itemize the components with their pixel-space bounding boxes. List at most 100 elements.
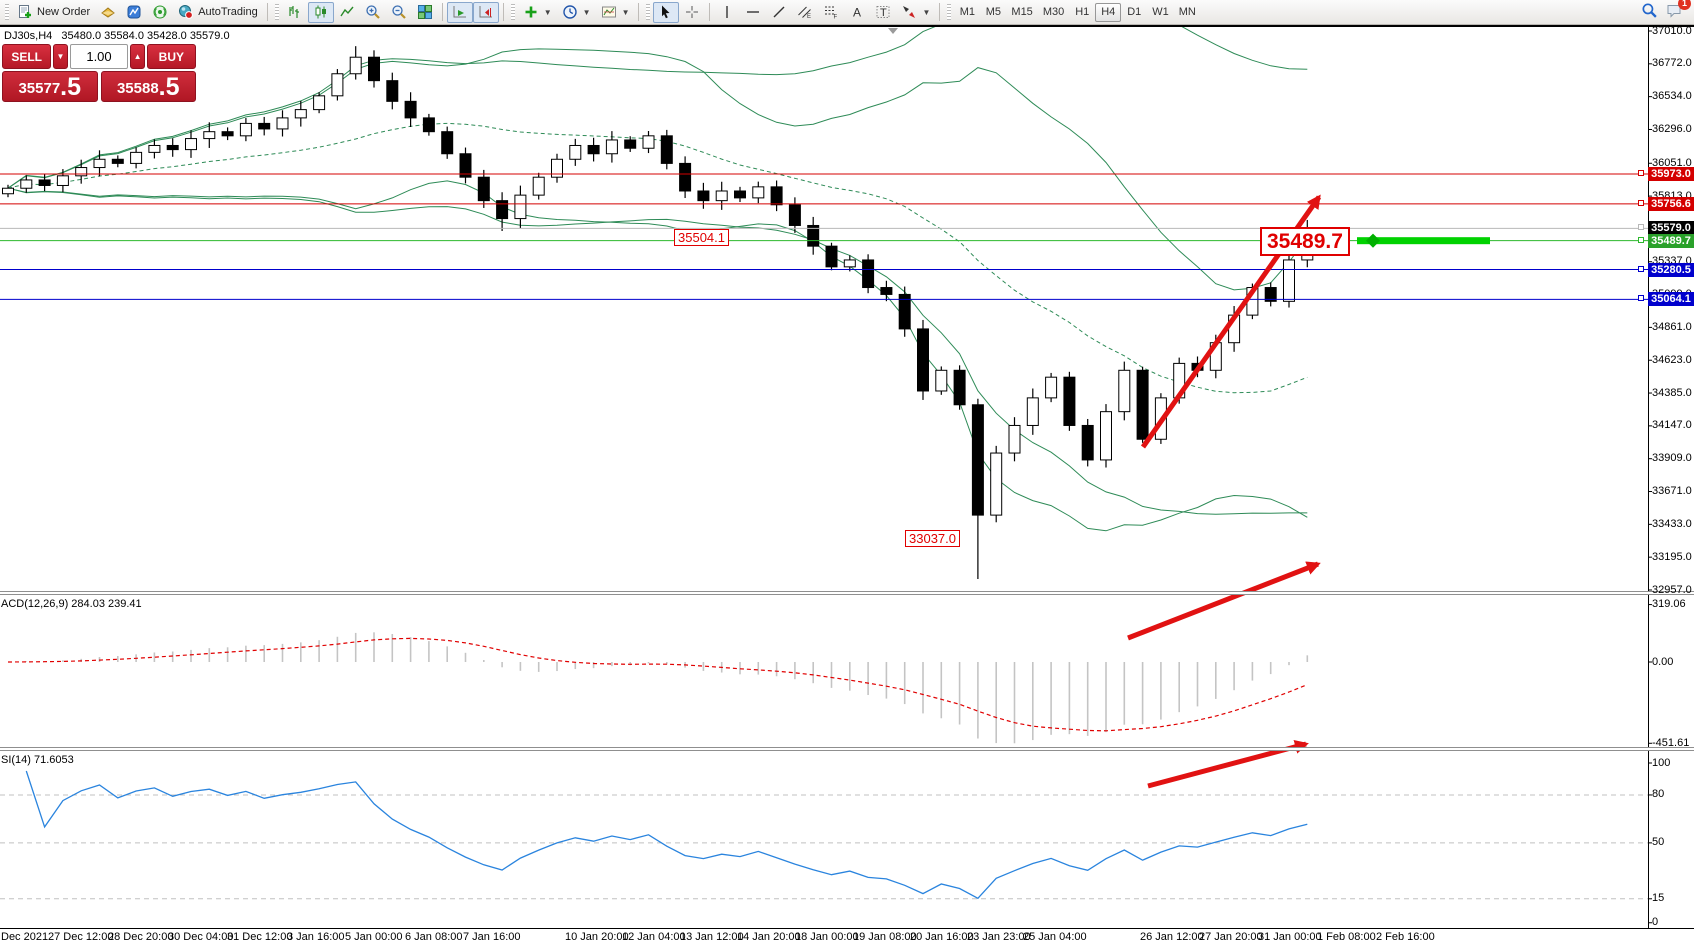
text-button[interactable]: A <box>844 2 870 23</box>
equidistant-channel-button[interactable]: E <box>792 2 818 23</box>
candle-body <box>130 151 143 164</box>
candle-body <box>898 293 911 330</box>
macd-panel-separator[interactable] <box>0 591 1694 595</box>
timeframe-button-mn[interactable]: MN <box>1178 5 1196 18</box>
candle-body <box>221 131 234 137</box>
buy-price[interactable]: 35588 .5 <box>100 71 196 102</box>
text-label-button[interactable]: T <box>870 2 896 23</box>
candle-body <box>825 245 838 268</box>
candles-layer <box>2 46 1314 579</box>
search-icon[interactable] <box>1641 2 1658 22</box>
candle-body <box>166 144 179 151</box>
candle-body <box>532 176 545 196</box>
signals-icon[interactable] <box>147 2 173 23</box>
candle-body <box>1008 424 1021 454</box>
candle-body <box>422 117 435 133</box>
one-click-trading-panel: SELL ▼ 1.00 ▲ BUY 35577 .5 35588 .5 <box>2 44 196 102</box>
candle-body <box>477 176 490 202</box>
y-axis-tick-label: 33195.0 <box>1652 550 1692 563</box>
time-axis-border <box>0 928 1694 929</box>
y-axis-tick-label: 34147.0 <box>1652 419 1692 432</box>
timeframe-button-m1[interactable]: M1 <box>959 5 976 18</box>
sell-price-int: 35577 <box>18 80 61 97</box>
toolbar-grip[interactable] <box>947 4 952 20</box>
volume-increase-button[interactable]: ▲ <box>130 44 145 69</box>
metaeditor-icon[interactable] <box>95 2 121 23</box>
zoom-in-button[interactable] <box>360 2 386 23</box>
y-axis-tick-label: 36772.0 <box>1652 57 1692 70</box>
bollinger-band-line <box>7 27 1308 189</box>
candle-body <box>111 158 124 164</box>
vertical-line-button[interactable] <box>714 2 740 23</box>
price-callout[interactable]: 35489.7 <box>1260 227 1350 256</box>
notification-badge: 1 <box>1678 0 1691 10</box>
chart-title: DJ30s,H4 35480.0 35584.0 35428.0 35579.0 <box>4 30 230 42</box>
trendline-button[interactable] <box>766 2 792 23</box>
notifications-icon[interactable]: 1 <box>1666 0 1691 22</box>
timeframe-button-m15[interactable]: M15 <box>1011 5 1033 18</box>
timeframe-button-m30[interactable]: M30 <box>1042 5 1065 18</box>
price-callout[interactable]: 33037.0 <box>905 530 960 547</box>
timeframe-button-d1[interactable]: D1 <box>1127 5 1142 18</box>
highlight-price-bar[interactable] <box>1357 237 1490 245</box>
autotrading-icon <box>179 5 194 19</box>
trend-arrow[interactable] <box>1127 561 1321 641</box>
mql5-community-icon[interactable] <box>121 2 147 23</box>
chart-shift-button[interactable] <box>472 1 499 23</box>
y-axis-tick-label: 33671.0 <box>1652 485 1692 498</box>
x-axis-label: 23 Jan 23:00 <box>967 931 1031 943</box>
chart-shift-marker[interactable] <box>888 28 898 34</box>
templates-button[interactable]: ▼ <box>596 2 635 23</box>
candle-body <box>331 73 344 97</box>
bollinger-band-line <box>7 48 1308 291</box>
sell-button[interactable]: SELL <box>2 44 52 69</box>
volume-decrease-button[interactable]: ▼ <box>53 44 68 69</box>
svg-text:F: F <box>834 15 838 21</box>
candle-body <box>715 190 728 202</box>
trend-arrow[interactable] <box>1147 740 1309 789</box>
timeframe-button-h1[interactable]: H1 <box>1075 5 1090 18</box>
toolbar-grip[interactable] <box>5 4 9 20</box>
indicators-button[interactable]: ▼ <box>518 2 557 23</box>
volume-input[interactable]: 1.00 <box>69 44 129 69</box>
toolbar-grip[interactable] <box>274 4 279 20</box>
horizontal-line-button[interactable] <box>740 2 766 23</box>
highlight-bar-handle[interactable] <box>1365 233 1381 248</box>
timeframe-button-m5[interactable]: M5 <box>985 5 1002 18</box>
timeframe-button-h4[interactable]: H4 <box>1095 2 1122 22</box>
x-axis-label: 31 Dec 12:00 <box>227 931 293 943</box>
buy-button[interactable]: BUY <box>146 44 196 69</box>
fibonacci-button[interactable]: F <box>818 2 844 23</box>
cursor-button[interactable] <box>653 1 680 23</box>
sell-price[interactable]: 35577 .5 <box>2 71 98 102</box>
bar-chart-button[interactable] <box>282 2 308 23</box>
toolbar-grip[interactable] <box>646 4 651 20</box>
line-chart-button[interactable] <box>334 2 360 23</box>
x-axis-label: 25 Jan 04:00 <box>1023 931 1087 943</box>
auto-scroll-button[interactable] <box>446 1 473 23</box>
arrows-shapes-button[interactable]: ▼ <box>896 2 935 23</box>
svg-text:A: A <box>853 6 861 20</box>
x-axis-label: 27 Jan 20:00 <box>1199 931 1263 943</box>
timeframe-button-w1[interactable]: W1 <box>1152 5 1169 18</box>
price-callout[interactable]: 35504.1 <box>674 229 729 246</box>
zoom-out-button[interactable] <box>386 2 412 23</box>
timeframe-toolbar: M1 M5 M15 M30 H1 H4 D1 W1 MN <box>954 2 1200 22</box>
price-badge: 35280.5 <box>1648 262 1694 277</box>
y-axis-tick-label: 33433.0 <box>1652 517 1692 530</box>
new-order-button[interactable]: New Order <box>12 2 95 23</box>
crosshair-button[interactable] <box>679 2 705 23</box>
candle-body <box>971 404 984 516</box>
chart-canvas[interactable] <box>0 25 1694 943</box>
toolbar-grip[interactable] <box>510 4 515 20</box>
macd-layer <box>7 632 1309 744</box>
macd-axis-label: 319.06 <box>1652 598 1686 611</box>
autotrading-button[interactable]: AutoTrading <box>173 2 263 23</box>
tile-windows-button[interactable] <box>412 2 438 23</box>
candle-body <box>752 186 765 199</box>
candlestick-chart-button[interactable] <box>307 1 334 23</box>
rsi-panel-separator[interactable] <box>0 747 1694 751</box>
rsi-layer <box>0 770 1648 900</box>
candle-body <box>386 80 399 102</box>
periods-button[interactable]: ▼ <box>557 2 596 23</box>
